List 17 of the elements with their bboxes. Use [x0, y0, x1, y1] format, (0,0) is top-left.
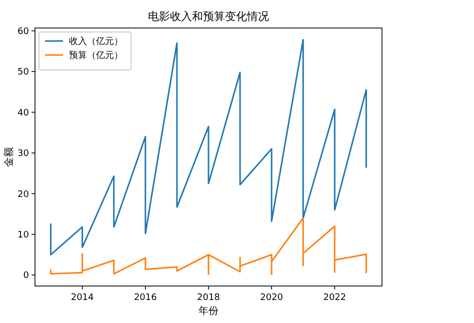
y-tick-label: 40	[18, 108, 30, 118]
x-axis-title: 年份	[198, 305, 218, 317]
y-tick-label: 50	[18, 68, 30, 78]
x-tick-label: 2020	[260, 293, 284, 303]
x-tick-label: 2014	[70, 293, 94, 303]
legend-label: 收入（亿元）	[69, 36, 123, 47]
x-tick-label: 2018	[197, 293, 220, 303]
chart-title: 电影收入和预算变化情况	[148, 10, 269, 23]
x-tick-label: 2022	[323, 293, 346, 303]
y-tick-label: 10	[18, 230, 30, 241]
y-tick-label: 0	[23, 271, 30, 282]
legend-label: 预算（亿元）	[69, 50, 123, 61]
y-tick-label: 60	[18, 27, 30, 38]
y-axis-title: 金额	[3, 147, 15, 167]
y-tick-label: 30	[18, 149, 30, 160]
y-tick-label: 20	[18, 190, 30, 200]
x-tick-label: 2016	[134, 293, 158, 303]
